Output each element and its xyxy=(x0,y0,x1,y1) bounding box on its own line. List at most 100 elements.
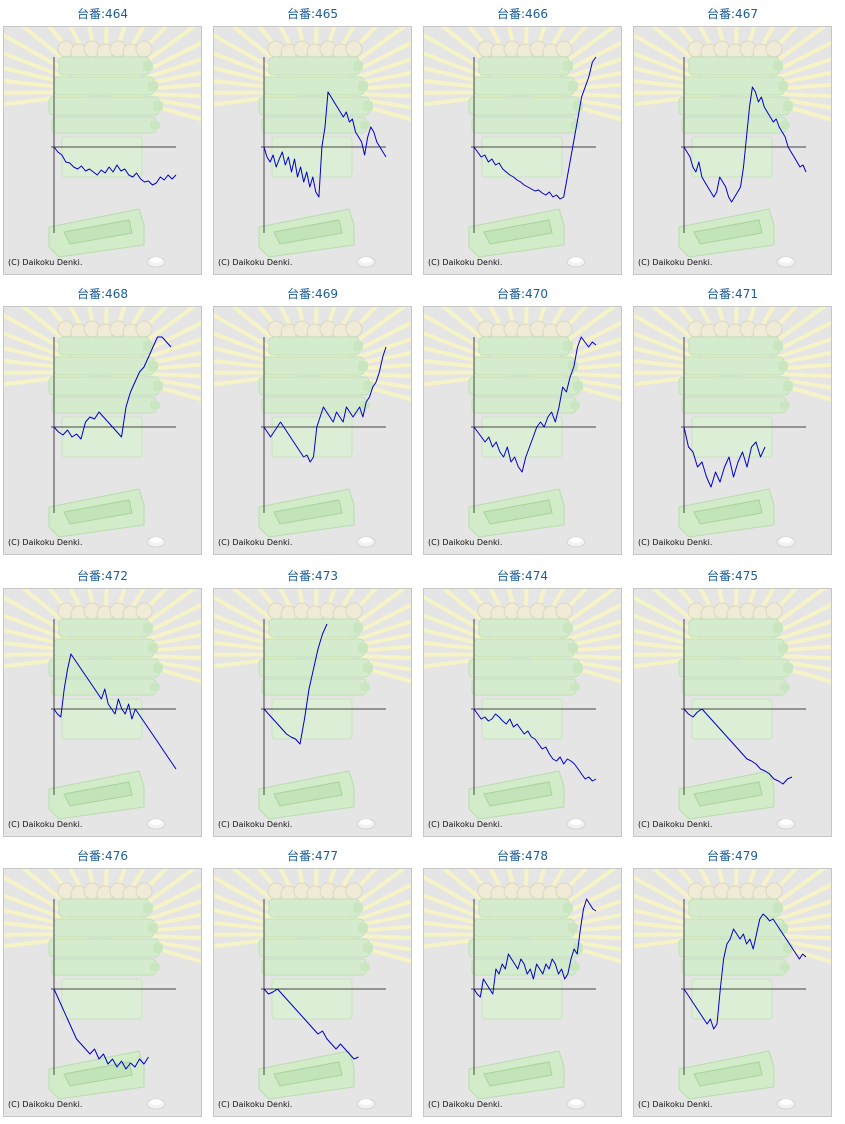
machine-number-title[interactable]: 台番:467 xyxy=(707,7,758,21)
slump-chart-svg xyxy=(214,27,411,268)
chart-frame: (C) Daikoku Denki. xyxy=(213,26,412,275)
chart-frame: (C) Daikoku Denki. xyxy=(3,26,202,275)
copyright-credit: (C) Daikoku Denki. xyxy=(8,1100,83,1109)
slump-chart-svg xyxy=(634,307,831,548)
chart-frame: (C) Daikoku Denki. xyxy=(213,868,412,1117)
chart-frame: (C) Daikoku Denki. xyxy=(633,26,832,275)
chart-frame: (C) Daikoku Denki. xyxy=(633,588,832,837)
copyright-credit: (C) Daikoku Denki. xyxy=(218,538,293,547)
copyright-credit: (C) Daikoku Denki. xyxy=(428,1100,503,1109)
chart-card: 台番:470 (C) Daikoku Denki. xyxy=(420,283,625,559)
chart-card: 台番:465 (C) Daikoku Denki. xyxy=(210,3,415,279)
chart-frame: (C) Daikoku Denki. xyxy=(423,306,622,555)
slump-line xyxy=(53,653,177,770)
machine-number-title[interactable]: 台番:464 xyxy=(77,7,128,21)
slump-chart-svg xyxy=(214,307,411,548)
slump-line xyxy=(473,336,597,473)
machine-number-title[interactable]: 台番:469 xyxy=(287,287,338,301)
machine-number-title[interactable]: 台番:466 xyxy=(497,7,548,21)
slump-line xyxy=(53,146,177,186)
copyright-credit: (C) Daikoku Denki. xyxy=(638,820,713,829)
chart-card: 台番:471 (C) Daikoku Denki. xyxy=(630,283,835,559)
slump-chart-svg xyxy=(424,307,621,548)
copyright-credit: (C) Daikoku Denki. xyxy=(8,538,83,547)
copyright-credit: (C) Daikoku Denki. xyxy=(8,820,83,829)
machine-artwork xyxy=(424,869,621,1110)
machine-number-title[interactable]: 台番:471 xyxy=(707,287,758,301)
machine-artwork xyxy=(634,589,831,830)
copyright-credit: (C) Daikoku Denki. xyxy=(428,538,503,547)
machine-number-title[interactable]: 台番:470 xyxy=(497,287,548,301)
slump-chart-svg xyxy=(4,27,201,268)
copyright-credit: (C) Daikoku Denki. xyxy=(638,1100,713,1109)
slump-chart-svg xyxy=(4,589,201,830)
machine-number-title[interactable]: 台番:478 xyxy=(497,849,548,863)
chart-frame: (C) Daikoku Denki. xyxy=(423,868,622,1117)
machine-number-title[interactable]: 台番:474 xyxy=(497,569,548,583)
slump-line xyxy=(683,708,793,785)
chart-card: 台番:467 (C) Daikoku Denki. xyxy=(630,3,835,279)
chart-frame: (C) Daikoku Denki. xyxy=(423,588,622,837)
machine-artwork xyxy=(214,589,411,830)
slump-chart-svg xyxy=(4,869,201,1110)
slump-line xyxy=(263,988,359,1060)
slump-chart-svg xyxy=(424,589,621,830)
slump-chart-svg xyxy=(424,27,621,268)
chart-frame: (C) Daikoku Denki. xyxy=(213,306,412,555)
chart-frame: (C) Daikoku Denki. xyxy=(213,588,412,837)
slump-line xyxy=(683,913,807,1030)
chart-frame: (C) Daikoku Denki. xyxy=(3,868,202,1117)
chart-card: 台番:472 (C) Daikoku Denki. xyxy=(0,565,205,841)
chart-card: 台番:468 (C) Daikoku Denki. xyxy=(0,283,205,559)
chart-card: 台番:469 (C) Daikoku Denki. xyxy=(210,283,415,559)
chart-card: 台番:478 (C) Daikoku Denki. xyxy=(420,845,625,1121)
machine-number-title[interactable]: 台番:476 xyxy=(77,849,128,863)
copyright-credit: (C) Daikoku Denki. xyxy=(638,538,713,547)
chart-card: 台番:474 (C) Daikoku Denki. xyxy=(420,565,625,841)
machine-number-title[interactable]: 台番:472 xyxy=(77,569,128,583)
slump-line xyxy=(263,346,387,463)
slump-chart-svg xyxy=(634,869,831,1110)
copyright-credit: (C) Daikoku Denki. xyxy=(218,1100,293,1109)
machine-number-title[interactable]: 台番:475 xyxy=(707,569,758,583)
chart-frame: (C) Daikoku Denki. xyxy=(423,26,622,275)
chart-card: 台番:464 (C) Daikoku Denki. xyxy=(0,3,205,279)
machine-artwork xyxy=(424,27,621,268)
slump-line xyxy=(473,708,597,782)
slump-line xyxy=(683,426,766,488)
slump-chart-svg xyxy=(634,589,831,830)
machine-number-title[interactable]: 台番:468 xyxy=(77,287,128,301)
machine-artwork xyxy=(4,27,201,268)
copyright-credit: (C) Daikoku Denki. xyxy=(8,258,83,267)
slump-chart-svg xyxy=(214,589,411,830)
copyright-credit: (C) Daikoku Denki. xyxy=(428,820,503,829)
chart-card: 台番:479 (C) Daikoku Denki. xyxy=(630,845,835,1121)
slump-chart-svg xyxy=(424,869,621,1110)
slump-chart-svg xyxy=(4,307,201,548)
chart-card: 台番:473 (C) Daikoku Denki. xyxy=(210,565,415,841)
machine-number-title[interactable]: 台番:465 xyxy=(287,7,338,21)
machine-number-title[interactable]: 台番:473 xyxy=(287,569,338,583)
slump-chart-svg xyxy=(214,869,411,1110)
slump-line xyxy=(53,988,149,1070)
slump-line xyxy=(263,623,328,745)
slump-line xyxy=(263,91,387,198)
machine-number-title[interactable]: 台番:477 xyxy=(287,849,338,863)
slump-line xyxy=(683,86,807,203)
chart-card: 台番:475 (C) Daikoku Denki. xyxy=(630,565,835,841)
chart-card: 台番:466 (C) Daikoku Denki. xyxy=(420,3,625,279)
machine-number-title[interactable]: 台番:479 xyxy=(707,849,758,863)
chart-frame: (C) Daikoku Denki. xyxy=(633,306,832,555)
chart-frame: (C) Daikoku Denki. xyxy=(633,868,832,1117)
chart-card: 台番:477 (C) Daikoku Denki. xyxy=(210,845,415,1121)
copyright-credit: (C) Daikoku Denki. xyxy=(218,258,293,267)
slump-line xyxy=(473,898,597,998)
chart-card: 台番:476 (C) Daikoku Denki. xyxy=(0,845,205,1121)
slump-line xyxy=(53,336,172,440)
slump-chart-svg xyxy=(634,27,831,268)
slump-line xyxy=(473,56,597,200)
copyright-credit: (C) Daikoku Denki. xyxy=(638,258,713,267)
copyright-credit: (C) Daikoku Denki. xyxy=(218,820,293,829)
chart-frame: (C) Daikoku Denki. xyxy=(3,588,202,837)
machine-artwork xyxy=(634,27,831,268)
